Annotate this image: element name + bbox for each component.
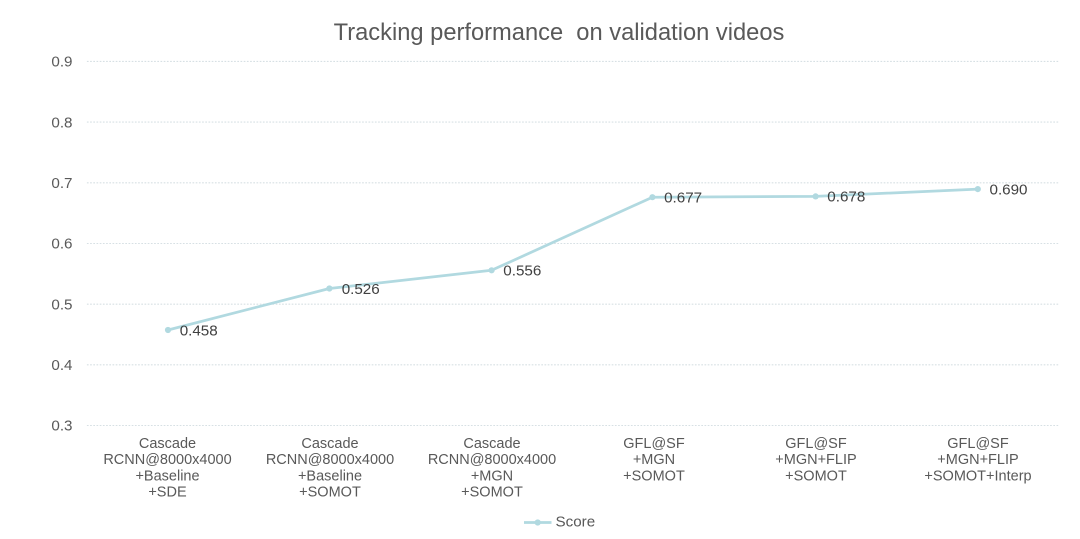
- svg-text:0.8: 0.8: [51, 114, 72, 131]
- svg-text:0.678: 0.678: [827, 189, 865, 206]
- svg-text:Tracking performance on valid: Tracking performance on validation video…: [334, 20, 785, 46]
- svg-text:GFL@SF+MGN+FLIP+SOMOT: GFL@SF +MGN+FLIP +SOMOT: [775, 436, 856, 484]
- svg-text:0.4: 0.4: [51, 357, 72, 374]
- svg-text:0.7: 0.7: [51, 175, 72, 192]
- svg-text:0.9: 0.9: [51, 54, 72, 71]
- svg-text:0.5: 0.5: [51, 296, 72, 313]
- svg-text:0.690: 0.690: [990, 181, 1028, 198]
- svg-text:Score: Score: [556, 514, 596, 531]
- svg-text:0.556: 0.556: [503, 263, 541, 280]
- svg-text:0.526: 0.526: [342, 281, 380, 298]
- svg-text:0.3: 0.3: [51, 418, 72, 435]
- svg-text:GFL@SF+MGN+FLIP+SOMOT+Interp: GFL@SF +MGN+FLIP +SOMOT+Interp: [924, 436, 1031, 484]
- svg-text:0.677: 0.677: [664, 190, 702, 207]
- svg-text:GFL@SF+MGN+SOMOT: GFL@SF +MGN +SOMOT: [623, 436, 685, 484]
- svg-text:0.6: 0.6: [51, 236, 72, 253]
- svg-text:0.458: 0.458: [180, 322, 218, 339]
